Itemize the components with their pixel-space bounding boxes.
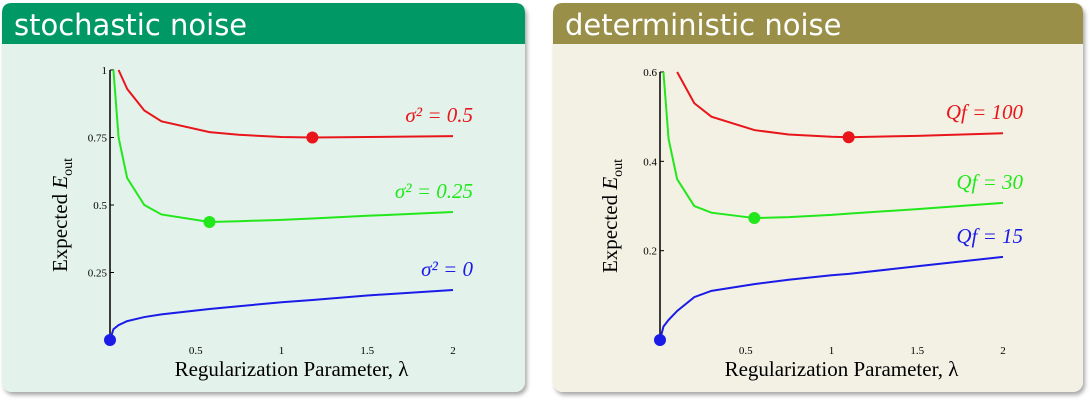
y-tick-label: 1 xyxy=(102,65,108,77)
y-tick-label: 0.25 xyxy=(88,268,108,280)
optimum-marker xyxy=(842,131,855,144)
x-tick-label: 1 xyxy=(829,345,835,357)
y-tick-label: 0.6 xyxy=(643,67,657,79)
y-axis-label-symbol: E xyxy=(48,176,72,190)
panel xyxy=(553,3,1083,392)
x-axis-label: Regularization Parameter, λ xyxy=(175,357,410,381)
y-axis-label-subscript: out xyxy=(61,158,76,176)
y-axis-label-text: Expected xyxy=(48,189,72,272)
x-tick-label: 2 xyxy=(450,345,456,357)
x-tick-label: 1.5 xyxy=(910,345,924,357)
y-tick-label: 0.5 xyxy=(93,200,107,212)
series-label: Qf = 15 xyxy=(956,224,1023,248)
series-line xyxy=(676,71,1004,139)
x-axis-label: Regularization Parameter, λ xyxy=(725,357,960,381)
y-axis-label: Expected Eout xyxy=(598,159,626,273)
y-axis-label-subscript: out xyxy=(611,159,626,177)
y-axis-label: Expected Eout xyxy=(48,158,76,272)
panel-header xyxy=(553,3,1083,44)
series-label: σ² = 0.25 xyxy=(395,179,473,203)
series-line xyxy=(659,255,1004,341)
panel-header xyxy=(2,3,525,44)
panel-title: stochastic noise xyxy=(14,8,247,42)
y-axis-label-text: Expected xyxy=(598,190,622,273)
x-tick-label: 0.5 xyxy=(739,345,753,357)
series-label: Qf = 100 xyxy=(946,100,1024,124)
optimum-marker xyxy=(203,216,216,229)
y-tick-label: 0.2 xyxy=(643,246,657,258)
x-tick-label: 1 xyxy=(279,345,285,357)
optimum-marker xyxy=(306,131,319,144)
panel-title: deterministic noise xyxy=(565,8,841,42)
x-tick-label: 0.5 xyxy=(189,345,203,357)
y-tick-label: 0.75 xyxy=(88,133,108,145)
y-axis-label-symbol: E xyxy=(598,177,622,191)
series-label: σ² = 0.5 xyxy=(405,103,473,127)
optimum-marker xyxy=(654,334,666,346)
series-label: σ² = 0 xyxy=(421,257,473,281)
y-tick-label: 0.4 xyxy=(643,156,657,168)
optimum-marker xyxy=(748,212,761,225)
series-label: Qf = 30 xyxy=(956,170,1023,194)
series-line xyxy=(109,289,454,341)
optimum-marker xyxy=(104,334,116,346)
series-line xyxy=(117,69,454,139)
x-tick-label: 2 xyxy=(1000,345,1006,357)
x-tick-label: 1.5 xyxy=(360,345,374,357)
